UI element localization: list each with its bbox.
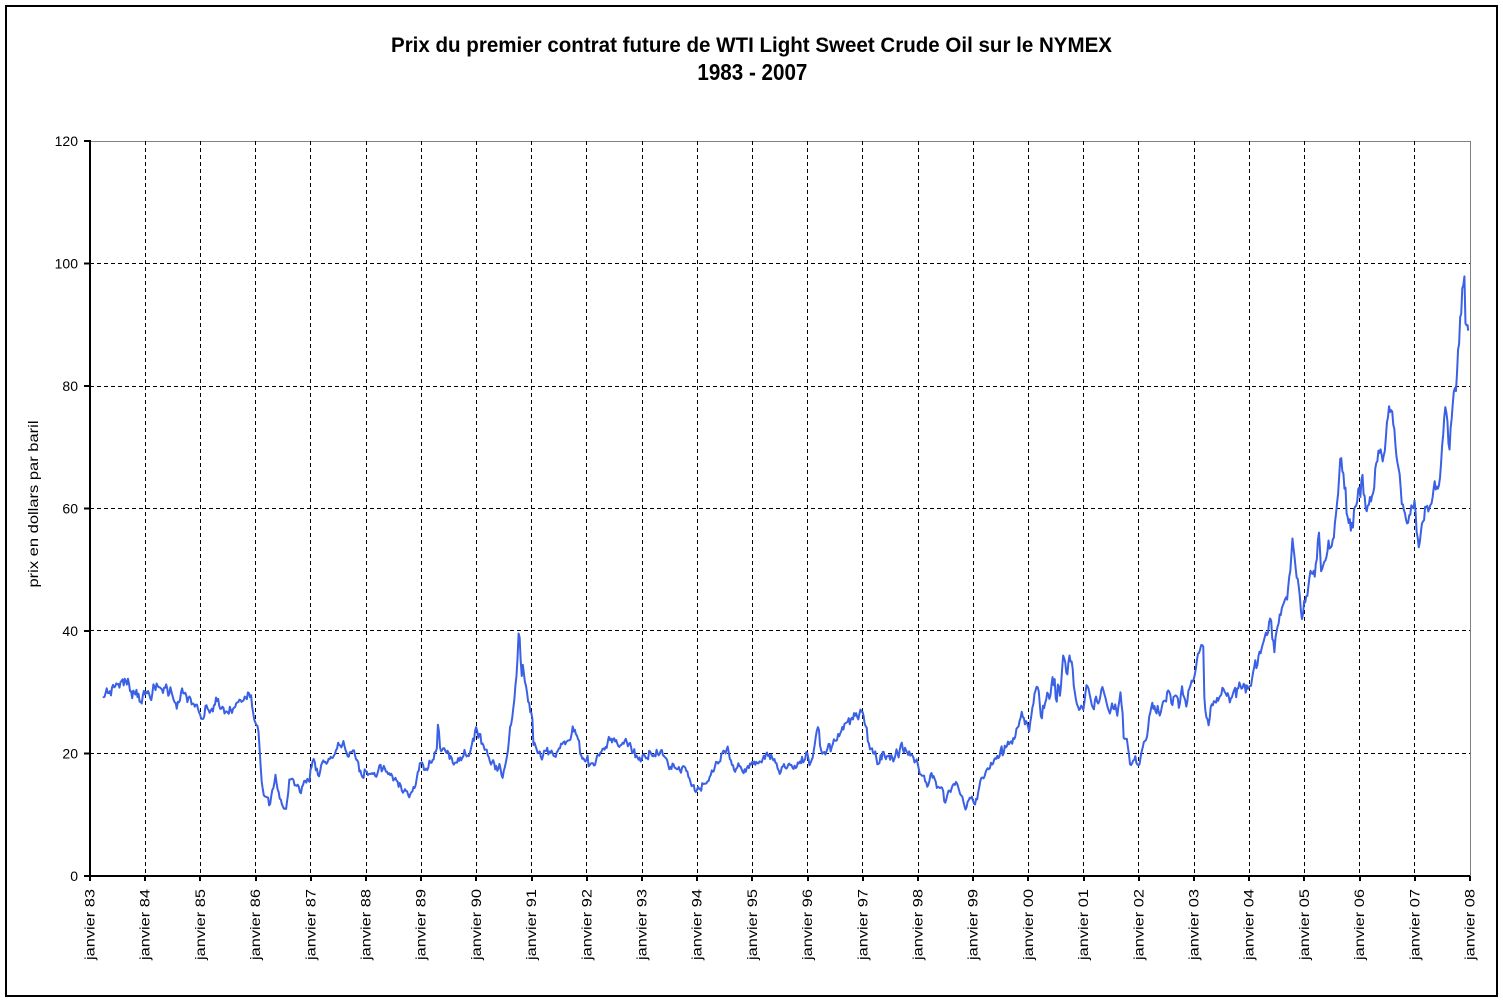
svg-text:janvier 83: janvier 83	[82, 889, 98, 961]
svg-text:80: 80	[62, 378, 78, 394]
svg-text:janvier 92: janvier 92	[578, 889, 594, 961]
svg-text:0: 0	[70, 868, 78, 884]
svg-text:janvier 06: janvier 06	[1351, 889, 1367, 961]
svg-text:janvier 85: janvier 85	[192, 889, 208, 961]
svg-text:janvier 94: janvier 94	[689, 889, 705, 961]
svg-text:janvier 97: janvier 97	[854, 889, 870, 961]
svg-text:100: 100	[55, 256, 79, 272]
svg-text:janvier 03: janvier 03	[1186, 889, 1202, 961]
svg-text:janvier 99: janvier 99	[965, 889, 981, 961]
svg-text:janvier 91: janvier 91	[523, 889, 539, 961]
svg-text:janvier 86: janvier 86	[247, 889, 263, 961]
svg-text:janvier 07: janvier 07	[1406, 889, 1422, 961]
svg-text:janvier 95: janvier 95	[744, 889, 760, 961]
svg-text:janvier 87: janvier 87	[302, 889, 318, 961]
svg-text:janvier 02: janvier 02	[1130, 889, 1146, 961]
svg-text:janvier 04: janvier 04	[1241, 889, 1257, 961]
svg-text:prix en dollars par baril: prix en dollars par baril	[25, 421, 41, 588]
svg-text:janvier 98: janvier 98	[910, 889, 926, 961]
svg-text:janvier 90: janvier 90	[468, 889, 484, 961]
svg-text:40: 40	[62, 623, 78, 639]
svg-text:janvier 01: janvier 01	[1075, 889, 1091, 961]
svg-text:Prix du premier contrat future: Prix du premier contrat future de WTI Li…	[391, 33, 1113, 57]
svg-text:janvier 93: janvier 93	[634, 889, 650, 961]
svg-text:janvier 89: janvier 89	[413, 889, 429, 961]
svg-text:janvier 05: janvier 05	[1296, 889, 1312, 961]
svg-text:janvier 08: janvier 08	[1462, 889, 1478, 961]
svg-text:janvier 88: janvier 88	[358, 889, 374, 961]
svg-text:janvier 84: janvier 84	[137, 889, 153, 961]
svg-text:janvier 00: janvier 00	[1020, 889, 1036, 961]
svg-text:20: 20	[62, 746, 78, 762]
svg-text:1983 - 2007: 1983 - 2007	[697, 59, 807, 85]
svg-text:janvier 96: janvier 96	[799, 889, 815, 961]
svg-text:120: 120	[55, 133, 79, 149]
svg-text:60: 60	[62, 501, 78, 517]
